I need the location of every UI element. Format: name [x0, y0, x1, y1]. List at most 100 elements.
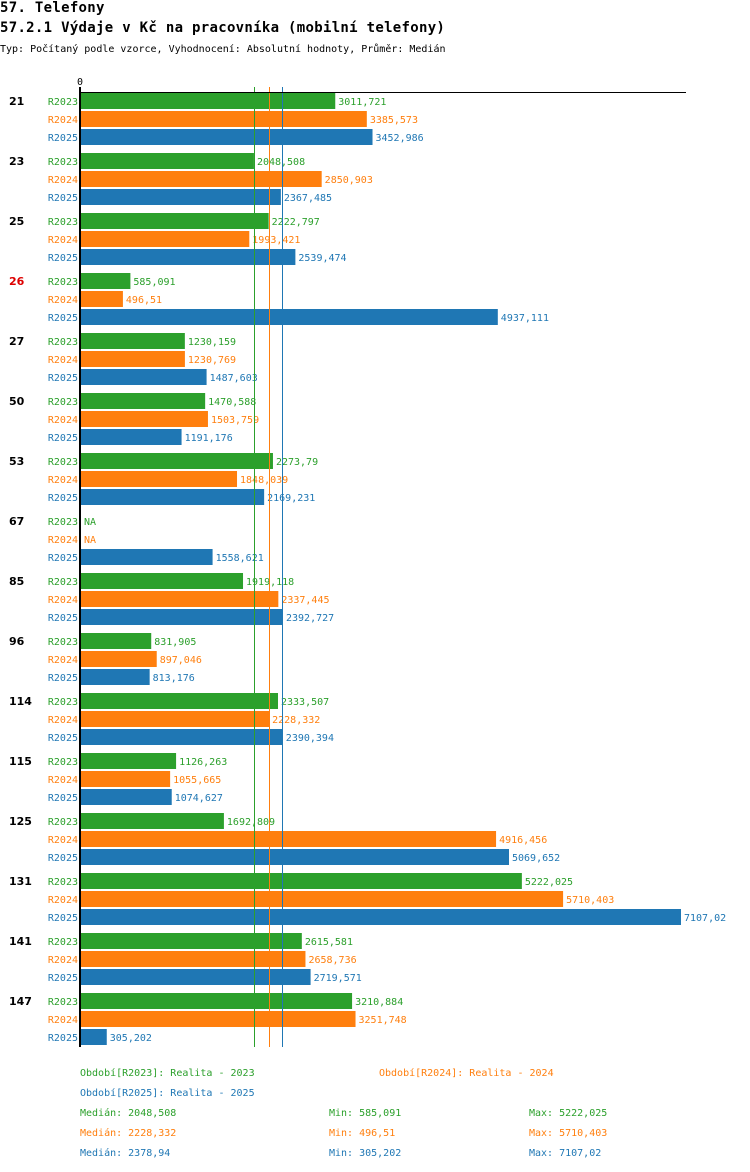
data-label: 2367,485	[284, 193, 332, 204]
stat-min-r2024: Min: 496,51	[329, 1128, 396, 1139]
series-label: R2025	[48, 613, 78, 624]
bar-r2023	[81, 633, 152, 649]
data-label: 3452,986	[376, 133, 424, 144]
data-label: 2539,474	[298, 253, 346, 264]
stat-min-r2023: Min: 585,091	[329, 1108, 402, 1119]
series-label: R2023	[48, 997, 78, 1008]
legend-period-r2024: Období[R2024]: Realita - 2024	[379, 1068, 554, 1079]
data-label: 585,091	[133, 277, 175, 288]
series-label: R2023	[48, 517, 78, 528]
data-label: 496,51	[126, 295, 162, 306]
bar-r2024	[81, 711, 270, 727]
bar-r2023	[81, 813, 224, 829]
stat-max-r2024: Max: 5710,403	[529, 1128, 608, 1139]
data-label: 2719,571	[314, 973, 362, 984]
series-label: R2024	[48, 235, 78, 246]
stat-median-r2023: Medián: 2048,508	[80, 1108, 177, 1119]
category-label: 141	[9, 935, 32, 948]
x-tick-label: 0	[77, 77, 83, 88]
category-label: 114	[9, 695, 32, 708]
bar-r2024	[81, 471, 238, 487]
series-label: R2023	[48, 817, 78, 828]
bar-r2023	[81, 873, 522, 889]
page-title: 57. Telefony	[0, 0, 105, 16]
series-label: R2024	[48, 535, 78, 546]
bar-r2025	[81, 429, 182, 445]
data-label: 5069,652	[512, 853, 560, 864]
data-label: 1191,176	[185, 433, 233, 444]
stat-median-r2024: Medián: 2228,332	[80, 1128, 177, 1139]
series-label: R2024	[48, 595, 78, 606]
series-label: R2025	[48, 493, 78, 504]
bar-r2024	[81, 651, 157, 667]
bar-r2025	[81, 249, 296, 265]
data-label: 813,176	[153, 673, 195, 684]
category-label: 115	[9, 755, 32, 768]
series-label: R2025	[48, 433, 78, 444]
data-label: 2658,736	[308, 955, 356, 966]
series-label: R2025	[48, 1033, 78, 1044]
chart-title: 57.2.1 Výdaje v Kč na pracovníka (mobiln…	[0, 20, 446, 36]
category-label: 131	[9, 875, 32, 888]
category-label: 125	[9, 815, 32, 828]
data-label: 4937,111	[501, 313, 549, 324]
bar-r2023	[81, 993, 353, 1009]
bar-r2023	[81, 393, 206, 409]
bar-r2023	[81, 333, 185, 349]
data-label: 5710,403	[566, 895, 614, 906]
category-label: 147	[9, 995, 32, 1008]
series-label: R2025	[48, 973, 78, 984]
stat-min-r2025: Min: 305,202	[329, 1148, 402, 1159]
series-label: R2024	[48, 295, 78, 306]
series-label: R2023	[48, 937, 78, 948]
data-label: 3011,721	[338, 97, 386, 108]
data-label: 2850,903	[325, 175, 373, 186]
series-label: R2023	[48, 457, 78, 468]
bar-r2025	[81, 129, 373, 145]
data-label: 3210,884	[355, 997, 403, 1008]
series-label: R2025	[48, 373, 78, 384]
category-label: 23	[9, 155, 24, 168]
series-label: R2023	[48, 217, 78, 228]
data-label: 1848,039	[240, 475, 288, 486]
data-label: 1503,759	[211, 415, 259, 426]
data-label: 305,202	[110, 1033, 152, 1044]
data-label: 3385,573	[370, 115, 418, 126]
category-label: 25	[9, 215, 24, 228]
bar-r2023	[81, 453, 273, 469]
data-label: 1470,588	[208, 397, 256, 408]
category-label: 53	[9, 455, 24, 468]
data-label: 5222,025	[525, 877, 573, 888]
series-label: R2024	[48, 955, 78, 966]
series-label: R2025	[48, 253, 78, 264]
series-label: R2025	[48, 853, 78, 864]
bar-r2024	[81, 111, 367, 127]
bar-r2025	[81, 609, 284, 625]
bar-r2025	[81, 669, 150, 685]
data-label: 2048,508	[257, 157, 305, 168]
data-label: 1230,159	[188, 337, 236, 348]
data-label: 2228,332	[272, 715, 320, 726]
bar-r2023	[81, 153, 254, 169]
series-label: R2024	[48, 895, 78, 906]
data-label: 1692,809	[227, 817, 275, 828]
bar-r2024	[81, 231, 250, 247]
bar-r2024	[81, 351, 185, 367]
series-label: R2023	[48, 397, 78, 408]
bar-r2023	[81, 753, 177, 769]
series-label: R2023	[48, 97, 78, 108]
category-label: 26	[9, 275, 25, 288]
series-label: R2024	[48, 715, 78, 726]
series-label: R2023	[48, 577, 78, 588]
bar-r2023	[81, 273, 131, 289]
data-label: 897,046	[160, 655, 202, 666]
bar-r2025	[81, 909, 681, 925]
series-label: R2025	[48, 733, 78, 744]
bar-r2024	[81, 591, 279, 607]
series-label: R2025	[48, 913, 78, 924]
series-label: R2023	[48, 637, 78, 648]
bar-r2023	[81, 93, 336, 109]
data-label: 1055,665	[173, 775, 221, 786]
series-label: R2024	[48, 355, 78, 366]
data-label: 2392,727	[286, 613, 334, 624]
